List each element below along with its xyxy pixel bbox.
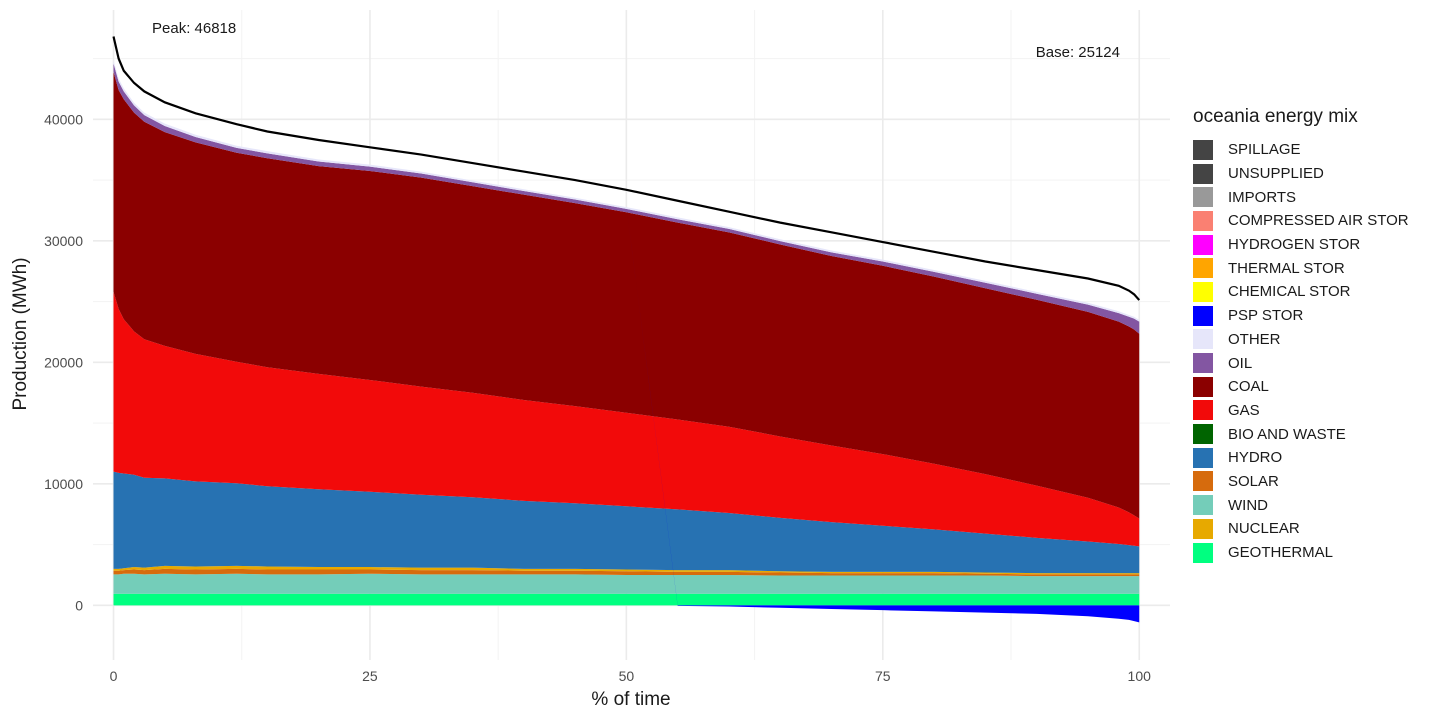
legend-title: oceania energy mix xyxy=(1193,106,1358,127)
y-tick-label-20000: 20000 xyxy=(44,354,83,370)
stacked-areas xyxy=(113,60,1140,623)
legend-item-wind: WIND xyxy=(1193,493,1409,517)
legend-label: SPILLAGE xyxy=(1228,141,1301,159)
legend-swatch xyxy=(1193,163,1213,184)
area-wind xyxy=(113,573,1140,594)
legend-label: COMPRESSED AIR STOR xyxy=(1228,212,1409,230)
legend-swatch xyxy=(1193,400,1213,421)
legend-label: THERMAL STOR xyxy=(1228,259,1345,277)
legend-label: IMPORTS xyxy=(1228,188,1297,206)
legend: oceania energy mix SPILLAGE UNSUPPLIED IMP… xyxy=(1193,106,1409,564)
legend-label: HYDROGEN STOR xyxy=(1228,236,1361,254)
legend-swatch xyxy=(1193,447,1213,468)
legend-swatch xyxy=(1193,353,1213,374)
legend-item-unsupplied: UNSUPPLIED xyxy=(1193,162,1409,186)
legend-swatch xyxy=(1193,376,1213,397)
x-tick-label-0: 0 xyxy=(110,668,118,684)
legend-label: BIO AND WASTE xyxy=(1228,425,1346,443)
legend-item-nuclear: NUCLEAR xyxy=(1193,517,1409,541)
legend-label: NUCLEAR xyxy=(1228,520,1300,538)
legend-item-bio-and-waste: BIO AND WASTE xyxy=(1193,422,1409,446)
x-tick-label-100: 100 xyxy=(1128,668,1152,684)
x-tick-label-50: 50 xyxy=(619,668,635,684)
legend-item-oil: OIL xyxy=(1193,351,1409,375)
legend-label: PSP STOR xyxy=(1228,307,1304,325)
legend-label: GAS xyxy=(1228,401,1260,419)
legend-label: GEOTHERMAL xyxy=(1228,544,1334,562)
legend-label: HYDRO xyxy=(1228,449,1283,467)
legend-label: SOLAR xyxy=(1228,472,1279,490)
y-tick-label-10000: 10000 xyxy=(44,476,83,492)
legend-label: COAL xyxy=(1228,378,1269,396)
legend-label: CHEMICAL STOR xyxy=(1228,283,1351,301)
peak-annotation: Peak: 46818 xyxy=(152,20,236,37)
legend-swatch xyxy=(1193,234,1213,255)
legend-swatch xyxy=(1193,305,1213,326)
legend-item-gas: GAS xyxy=(1193,399,1409,423)
legend-item-chemical-stor: CHEMICAL STOR xyxy=(1193,280,1409,304)
area-hydro xyxy=(113,471,1140,574)
legend-item-hydro: HYDRO xyxy=(1193,446,1409,470)
load-curve xyxy=(112,36,1141,301)
legend-item-psp-stor: PSP STOR xyxy=(1193,304,1409,328)
legend-swatch xyxy=(1193,210,1213,231)
legend-swatch xyxy=(1193,329,1213,350)
legend-swatch xyxy=(1193,139,1213,160)
area-nuclear xyxy=(113,565,1140,575)
area-gas xyxy=(113,291,1140,547)
legend-swatch xyxy=(1193,281,1213,302)
legend-label: UNSUPPLIED xyxy=(1228,165,1324,183)
legend-swatch xyxy=(1193,187,1213,208)
legend-item-solar: SOLAR xyxy=(1193,470,1409,494)
y-axis-title: Production (MWh) xyxy=(10,257,31,410)
legend-swatch xyxy=(1193,258,1213,279)
axis-ticks: 0 25 50 75 100 0 10000 20000 30000 40000 xyxy=(44,111,1151,684)
legend-item-coal: COAL xyxy=(1193,375,1409,399)
y-tick-label-0: 0 xyxy=(75,597,83,613)
base-annotation: Base: 25124 xyxy=(1036,44,1120,61)
legend-swatch xyxy=(1193,495,1213,516)
load-line xyxy=(112,36,1141,301)
legend-item-geothermal: GEOTHERMAL xyxy=(1193,541,1409,565)
legend-item-other: OTHER xyxy=(1193,328,1409,352)
legend-label: OTHER xyxy=(1228,330,1281,348)
area-solar xyxy=(113,568,1140,577)
legend-label: OIL xyxy=(1228,354,1253,372)
y-tick-label-30000: 30000 xyxy=(44,233,83,249)
legend-swatch xyxy=(1193,542,1213,563)
x-axis-title: % of time xyxy=(591,689,670,710)
legend-items: SPILLAGE UNSUPPLIED IMPORTS COMPRESSED AIR … xyxy=(1193,138,1409,564)
legend-swatch xyxy=(1193,471,1213,492)
legend-item-thermal-stor: THERMAL STOR xyxy=(1193,256,1409,280)
legend-swatch xyxy=(1193,424,1213,445)
legend-item-imports: IMPORTS xyxy=(1193,185,1409,209)
legend-item-compressed-air-stor: COMPRESSED AIR STOR xyxy=(1193,209,1409,233)
area-geothermal xyxy=(113,593,1140,606)
x-tick-label-25: 25 xyxy=(362,668,378,684)
legend-item-spillage: SPILLAGE xyxy=(1193,138,1409,162)
y-tick-label-40000: 40000 xyxy=(44,111,83,127)
legend-item-hydrogen-stor: HYDROGEN STOR xyxy=(1193,233,1409,257)
area-coal xyxy=(113,71,1140,519)
legend-swatch xyxy=(1193,518,1213,539)
legend-label: WIND xyxy=(1228,496,1268,514)
x-tick-label-75: 75 xyxy=(875,668,891,684)
